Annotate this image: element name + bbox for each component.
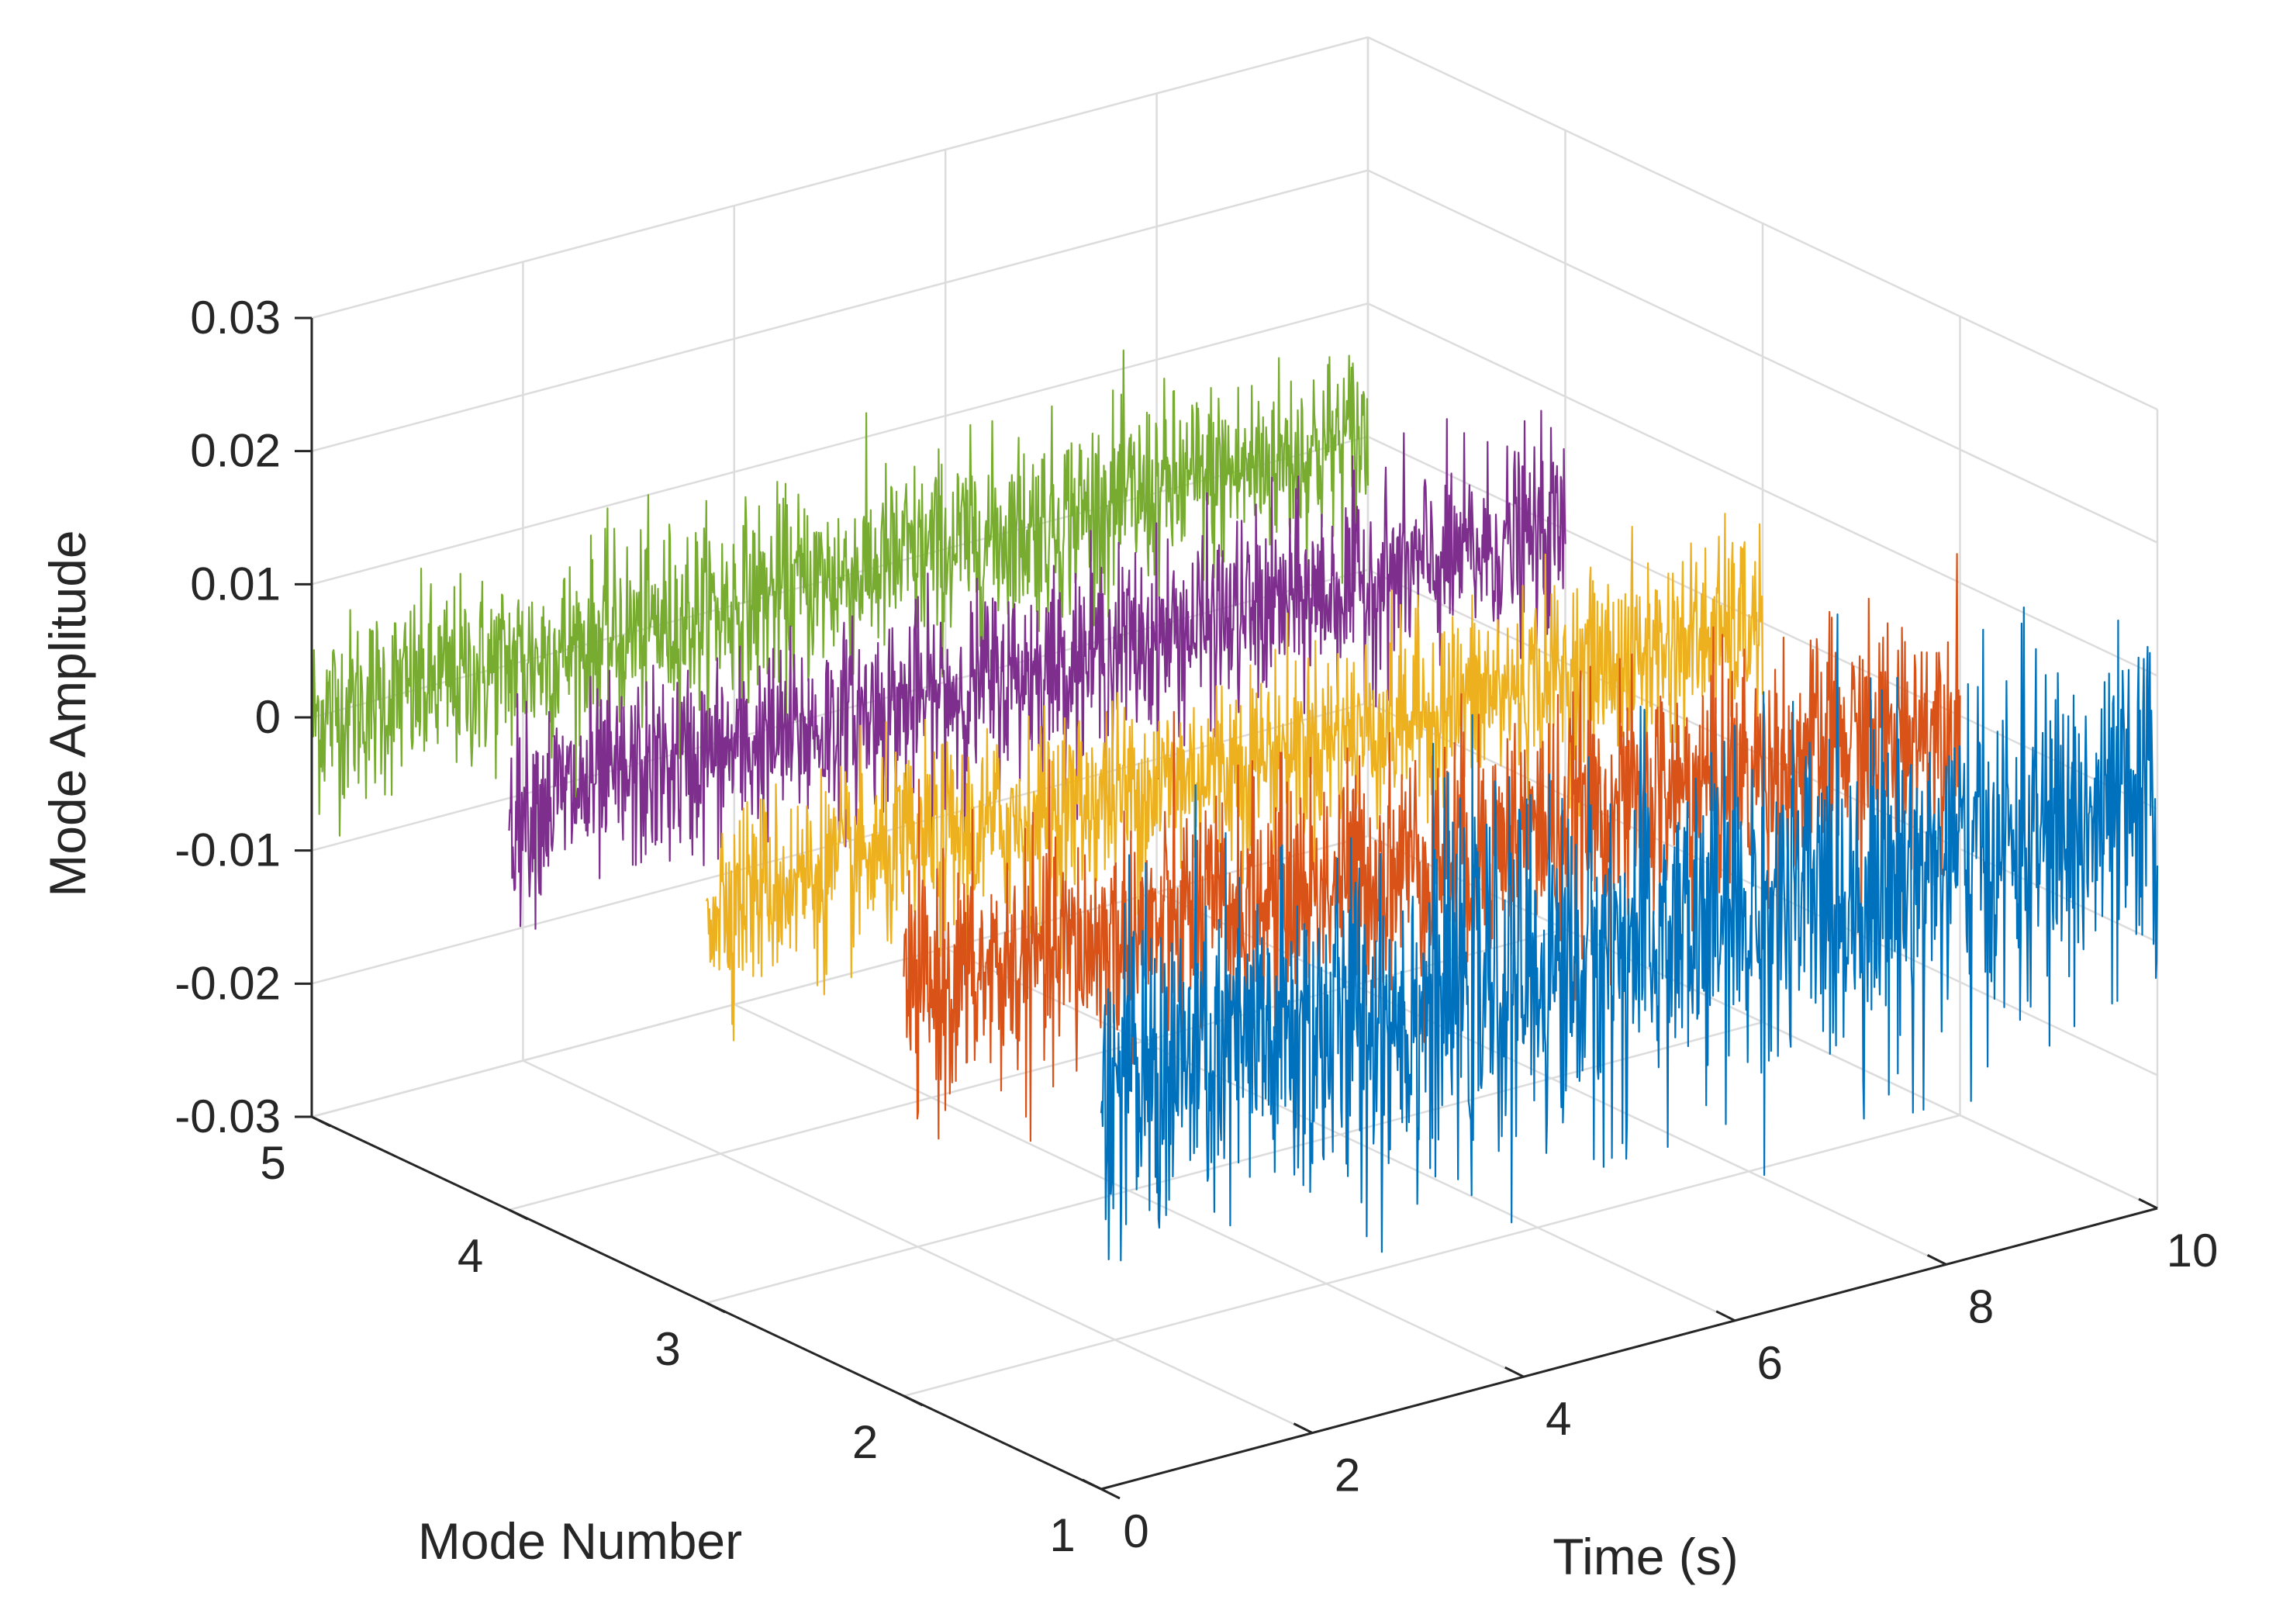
x-axis-label: Time (s) [1553, 1528, 1739, 1585]
x-tick-label: 10 [2167, 1225, 2219, 1277]
x-tick-label: 4 [1546, 1393, 1571, 1445]
side-wall-grid-line [1367, 834, 2158, 1210]
z-axis-label: Mode Amplitude [39, 530, 96, 897]
x-tick [1293, 1422, 1314, 1434]
floor-grid-line [903, 1114, 1960, 1398]
x-tick-label: 6 [1757, 1337, 1783, 1389]
z-tick-label: 0.01 [190, 558, 281, 610]
x-tick-label: 2 [1335, 1450, 1360, 1501]
series-mode-4 [508, 409, 1566, 930]
y-tick-label: 5 [260, 1137, 285, 1189]
x-tick-label: 0 [1123, 1505, 1148, 1557]
side-wall-grid-line [1367, 169, 2158, 544]
y-tick-label: 2 [852, 1416, 878, 1468]
x-tick-label: 8 [1968, 1280, 1994, 1332]
z-tick-label: 0.03 [190, 292, 281, 344]
back-wall-grid-line [311, 36, 1369, 320]
back-wall-grid-line [311, 302, 1369, 586]
series-layer [310, 349, 2159, 1262]
y-tick-label: 3 [655, 1323, 680, 1375]
z-tick-label: 0.02 [190, 425, 281, 477]
series-mode-5 [310, 349, 1369, 837]
y-tick-label: 4 [458, 1230, 483, 1282]
y-tick [1100, 1488, 1121, 1500]
y-tick [508, 1208, 529, 1221]
z-tick-label: -0.03 [174, 1090, 281, 1142]
x-tick [1926, 1254, 1947, 1266]
y-tick-label: 1 [1049, 1509, 1075, 1561]
y-tick [311, 1115, 331, 1128]
side-wall-grid-line [1367, 36, 2158, 411]
z-tick-label: -0.01 [174, 824, 281, 876]
y-tick [903, 1394, 924, 1407]
x-axis-line [1100, 1207, 2158, 1491]
series-mode-1 [1100, 606, 2159, 1262]
series-mode-2 [903, 553, 1961, 1142]
back-wall-grid-line [311, 169, 1369, 452]
series-mode-3 [705, 513, 1764, 1042]
x-tick [1082, 1478, 1102, 1491]
side-wall-grid-line [1367, 302, 2158, 677]
y-tick [706, 1301, 726, 1314]
x-tick [2138, 1197, 2158, 1210]
y-axis-label: Mode Number [418, 1512, 742, 1570]
z-tick-label: -0.02 [174, 957, 281, 1009]
ticks-layer: -0.03 -0.02 -0.01 0 0.01 0.02 0.03 1 2 3 4 5 0 2 4 6 8 10 [174, 292, 2218, 1561]
x-tick [1504, 1366, 1525, 1378]
z-tick-label: 0 [255, 691, 281, 743]
floor-grid-line [706, 1021, 1763, 1304]
x-tick [1715, 1310, 1736, 1322]
